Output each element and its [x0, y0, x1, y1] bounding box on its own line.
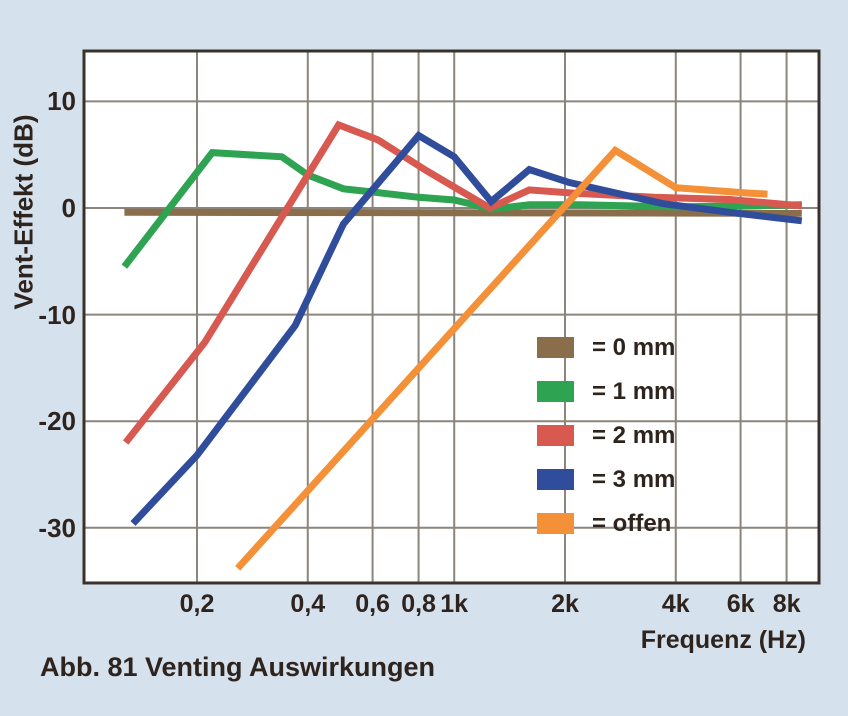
series-line-0-mm — [124, 208, 802, 217]
figure-caption: Abb. 81 Venting Auswirkungen — [40, 652, 436, 682]
x-tick-label-2k: 2k — [551, 590, 579, 618]
legend-item-label: = 3 mm — [592, 466, 676, 493]
y-tick-label-10: 10 — [47, 86, 76, 117]
x-tick-label-6k: 6k — [726, 590, 755, 618]
y-tick-label-0: 0 — [61, 193, 76, 223]
legend-item-2-mm: = 2 mm — [537, 422, 676, 449]
legend-swatch-1-mm — [537, 381, 574, 402]
y-tick-label--20: -20 — [38, 406, 76, 437]
plot-border — [82, 49, 821, 585]
x-tick-label-1k: 1k — [440, 590, 469, 618]
legend-item-0-mm: = 0 mm — [537, 334, 676, 361]
series-line-3-mm — [130, 130, 803, 526]
x-axis-title: Frequenz (Hz) — [640, 626, 806, 654]
x-tick-label-8k: 8k — [772, 590, 801, 618]
x-tick-label-0,6: 0,6 — [355, 590, 390, 618]
series-line-2-mm — [122, 120, 803, 445]
legend-item-3-mm: = 3 mm — [537, 466, 676, 493]
y-axis-title: Vent-Effekt (dB) — [8, 114, 39, 310]
legend-swatch-offen — [537, 513, 574, 534]
x-tick-label-4k: 4k — [661, 590, 690, 618]
legend-item-label: = 2 mm — [592, 422, 676, 449]
legend-item-1-mm: = 1 mm — [537, 378, 676, 405]
x-tick-label-0,8: 0,8 — [401, 590, 436, 618]
legend-item-label: = 0 mm — [592, 334, 676, 361]
y-tick-label--10: -10 — [38, 299, 76, 330]
x-tick-label-0,4: 0,4 — [290, 590, 326, 618]
legend-item-label: = offen — [592, 510, 672, 537]
legend-swatch-3-mm — [537, 469, 574, 490]
legend-swatch-0-mm — [537, 337, 574, 358]
plot-area — [84, 51, 819, 583]
legend-item-offen: = offen — [537, 510, 675, 537]
legend-swatch-2-mm — [537, 425, 574, 446]
x-tick-label-0,2: 0,2 — [179, 590, 215, 618]
series-line-offen — [235, 145, 768, 571]
y-tick-label--30: -30 — [38, 512, 76, 543]
legend-item-label: = 1 mm — [592, 378, 676, 405]
legend: = 0 mm = 1 mm = 2 mm = 3 mm = offen — [537, 334, 676, 537]
series-line-1-mm — [121, 148, 802, 269]
